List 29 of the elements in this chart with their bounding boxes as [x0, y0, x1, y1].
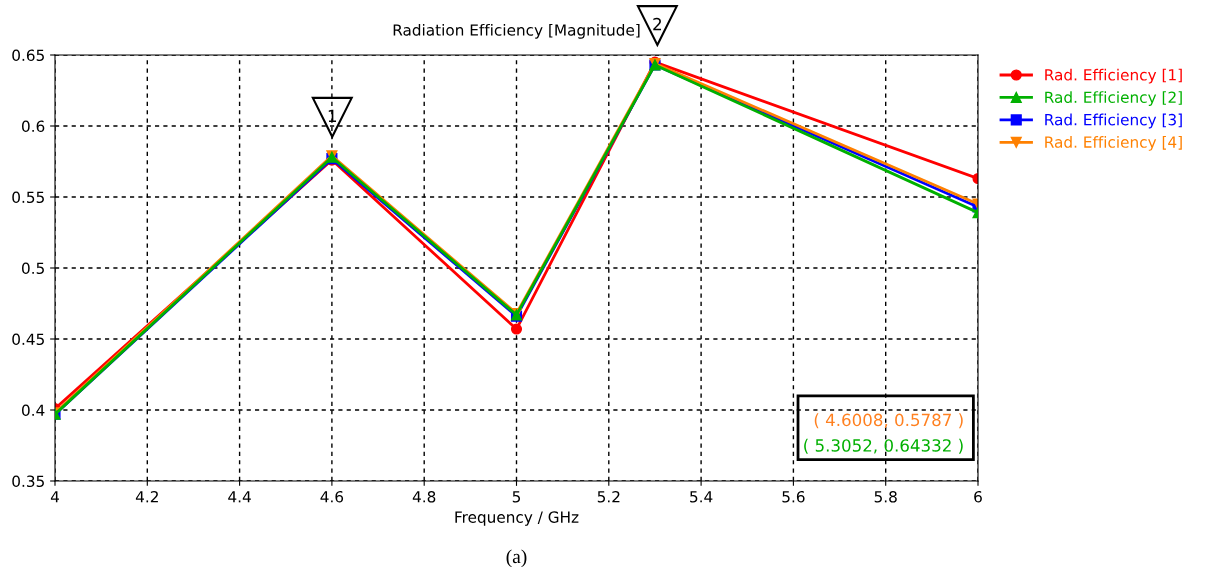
annotation: 1 — [328, 109, 337, 122]
x-tick-label: 4.2 — [135, 490, 158, 503]
y-tick-label: 0.35 — [12, 475, 44, 488]
x-axis-title: Frequency / GHz — [455, 511, 579, 526]
annotation: ( 5.3052, 0.64332 ) — [804, 438, 963, 454]
legend-label: Rad. Efficiency [4] — [1045, 136, 1182, 151]
annotation: 2 — [653, 17, 661, 31]
x-tick-label: 5.8 — [874, 490, 897, 503]
x-tick-label: 4.6 — [320, 490, 344, 503]
y-tick-label: 0.55 — [12, 191, 44, 204]
x-tick-label: 4.4 — [228, 491, 251, 503]
x-tick-label: 6 — [974, 490, 982, 503]
y-tick-label: 0.6 — [21, 120, 45, 133]
text: (a) — [506, 549, 527, 568]
chart-title: Radiation Efficiency [Magnitude] — [393, 23, 640, 39]
y-tick-label: 0.5 — [21, 262, 44, 275]
x-tick-label: 4 — [50, 491, 59, 503]
x-tick-label: 5.4 — [690, 491, 713, 503]
x-tick-label: 5 — [512, 491, 521, 503]
legend-label: Rad. Efficiency [3] — [1045, 113, 1182, 129]
legend-label: Rad. Efficiency [2] — [1045, 91, 1182, 106]
x-tick-label: 4.8 — [412, 490, 436, 503]
x-tick-label: 5.6 — [782, 490, 805, 503]
x-tick-label: 5.2 — [597, 490, 620, 503]
legend-label: Rad. Efficiency [1] — [1045, 68, 1182, 84]
y-tick-label: 0.45 — [12, 333, 44, 346]
annotation: ( 4.6008, 0.5787 ) — [814, 413, 963, 429]
y-tick-label: 0.4 — [21, 404, 45, 417]
y-tick-label: 0.65 — [12, 49, 44, 62]
